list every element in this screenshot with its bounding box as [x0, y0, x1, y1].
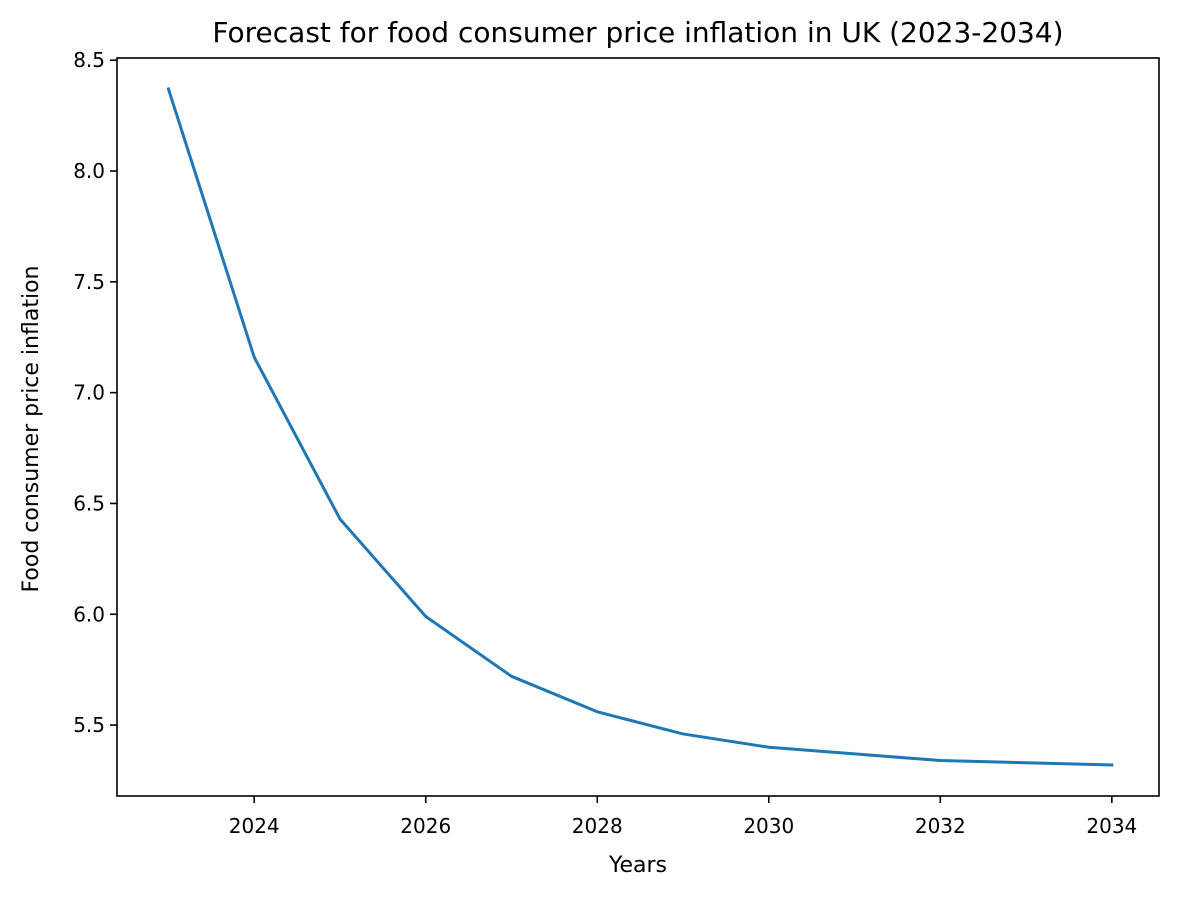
x-tick-label-2026: 2026	[400, 814, 451, 838]
x-tick-label-2032: 2032	[915, 814, 966, 838]
y-tick-label-8.5: 8.5	[73, 48, 105, 72]
x-tick-label-2028: 2028	[572, 814, 623, 838]
y-tick-label-6.0: 6.0	[73, 602, 105, 626]
x-tick-label-2030: 2030	[743, 814, 794, 838]
y-tick-label-7.5: 7.5	[73, 270, 105, 294]
x-axis-label: Years	[608, 853, 667, 878]
y-tick-label-8.0: 8.0	[73, 159, 105, 183]
x-tick-label-2024: 2024	[229, 814, 280, 838]
chart-title: Forecast for food consumer price inflati…	[212, 16, 1063, 49]
series-line-0	[166, 87, 1114, 767]
axes-frame	[116, 57, 1160, 797]
y-axis-label: Food consumer price inflation	[19, 266, 44, 593]
plot-area: 2024 2026 2028 2030 2032 2034 5.5 6.0 6.5 7.0 7.5 8…	[73, 48, 1160, 838]
y-tick-label-5.5: 5.5	[73, 713, 105, 737]
x-tick-label-2034: 2034	[1086, 814, 1137, 838]
y-tick-label-7.0: 7.0	[73, 381, 105, 405]
y-tick-label-6.5: 6.5	[73, 491, 105, 515]
